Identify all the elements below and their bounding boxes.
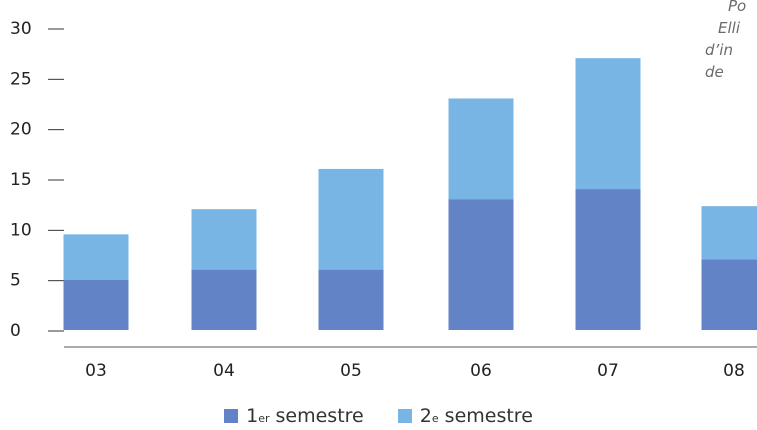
y-tick-label: 25 bbox=[10, 69, 32, 89]
bar-segment-series-2-04 bbox=[191, 209, 257, 270]
bar-segment-series-1-06 bbox=[448, 199, 514, 330]
y-tick-label: 20 bbox=[10, 120, 32, 140]
x-axis-ticks: 03 04 05 06 07 08 bbox=[85, 361, 745, 381]
x-tick-label-07: 07 bbox=[597, 361, 619, 381]
bar-segment-series-2-07 bbox=[575, 58, 641, 190]
x-tick-label-03: 03 bbox=[85, 361, 107, 381]
x-tick-label-05: 05 bbox=[340, 361, 362, 381]
legend-label-superscript: er bbox=[258, 412, 270, 425]
y-tick-label: 30 bbox=[10, 19, 32, 39]
y-tick-label: 10 bbox=[10, 220, 32, 240]
bar-segment-series-1-07 bbox=[575, 189, 641, 330]
clipped-annotation: Po Elli d’in de bbox=[705, 0, 746, 81]
bar-series-group bbox=[63, 58, 757, 330]
bar-segment-series-1-05 bbox=[318, 269, 384, 330]
annotation-line-3: d’in bbox=[705, 41, 733, 59]
legend-label-main: 2 bbox=[419, 405, 432, 427]
legend-label-main: 1 bbox=[246, 405, 259, 427]
bar-segment-series-1-04 bbox=[191, 269, 257, 330]
y-axis-ticks: 0 5 10 15 20 25 30 bbox=[10, 19, 64, 341]
bar-segment-series-2-05 bbox=[318, 168, 384, 270]
legend-label-superscript: e bbox=[431, 412, 439, 425]
bar-segment-series-1-08 bbox=[701, 259, 757, 330]
bar-segment-series-1-03 bbox=[63, 279, 129, 330]
annotation-line-4: de bbox=[705, 63, 724, 81]
y-tick-label: 15 bbox=[10, 170, 32, 190]
bar-segment-series-2-03 bbox=[63, 234, 129, 280]
x-tick-label-04: 04 bbox=[213, 361, 235, 381]
y-tick-label: 0 bbox=[10, 321, 21, 341]
legend-swatch-series-1 bbox=[224, 409, 239, 423]
legend-item-series-1: 1 er semestre bbox=[224, 405, 364, 427]
bar-segment-series-2-06 bbox=[448, 98, 514, 200]
legend-label-rest: semestre bbox=[438, 405, 533, 427]
legend-label-rest: semestre bbox=[269, 405, 364, 427]
x-tick-label-06: 06 bbox=[470, 361, 492, 381]
x-tick-label-08: 08 bbox=[723, 361, 745, 381]
legend-swatch-series-2 bbox=[397, 409, 412, 423]
bar-segment-series-2-08 bbox=[701, 206, 757, 260]
y-tick-label: 5 bbox=[10, 271, 21, 291]
annotation-line-2: Elli bbox=[718, 19, 741, 37]
annotation-line-1: Po bbox=[728, 0, 746, 15]
legend-label-series-1: 1 er semestre bbox=[246, 405, 364, 427]
